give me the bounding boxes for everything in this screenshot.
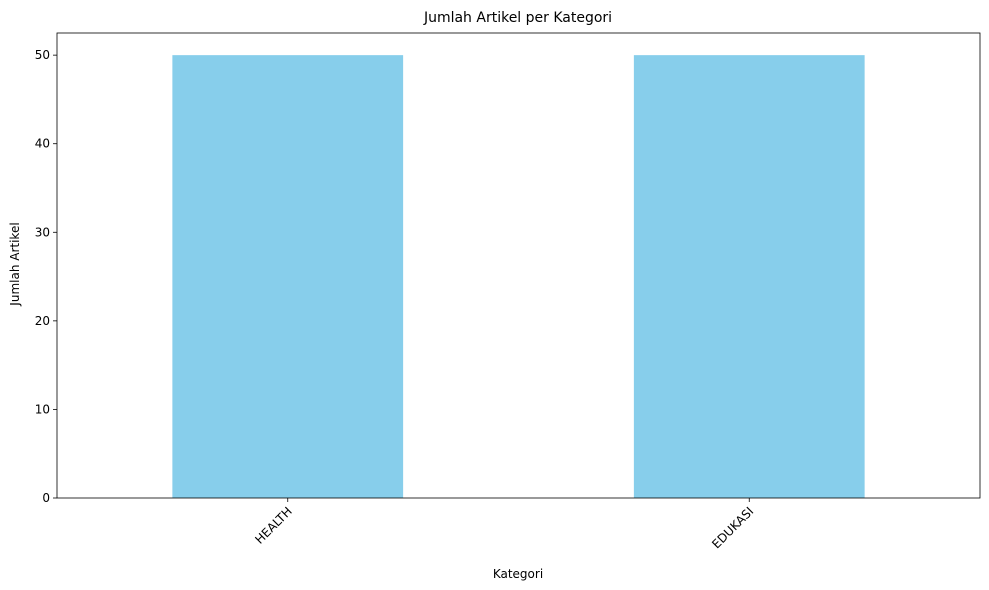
y-tick-label-10: 10 — [35, 402, 50, 416]
axes-frame — [56, 32, 981, 499]
x-axis-label: Kategori — [493, 567, 543, 581]
y-axis-label: Jumlah Artikel — [8, 222, 22, 306]
bar-edukasi — [633, 55, 865, 499]
y-tick-label-40: 40 — [35, 137, 50, 151]
y-tick-label-50: 50 — [35, 48, 50, 62]
plot-area: HEALTH EDUKASI 0 10 20 30 40 50 — [35, 32, 981, 551]
x-tick-label-edukasi: EDUKASI — [709, 504, 756, 551]
x-tick-label-health: HEALTH — [252, 504, 295, 547]
y-tick-label-30: 30 — [35, 225, 50, 239]
chart-title: Jumlah Artikel per Kategori — [423, 10, 612, 26]
bar-health — [172, 55, 404, 499]
y-tick-label-0: 0 — [42, 491, 50, 505]
y-tick-label-20: 20 — [35, 314, 50, 328]
